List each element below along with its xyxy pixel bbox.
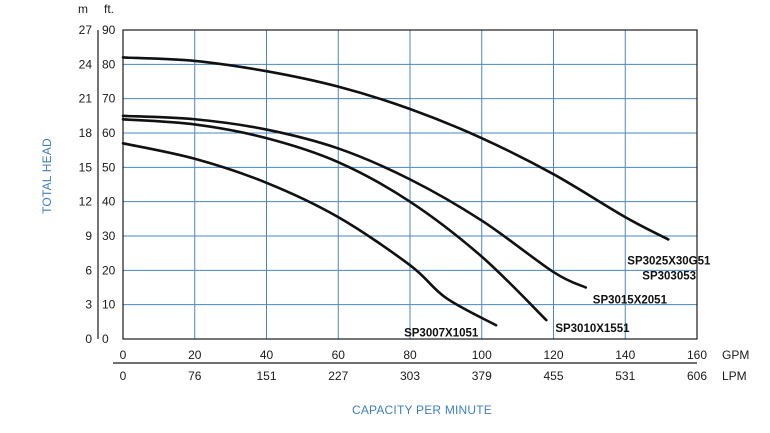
y-ticks-feet: 0 10 20 30 40 50 60 70 80 90 [102,23,116,346]
grid-lines [122,29,698,340]
x-tick-label-gpm: 120 [543,348,563,362]
y-tick-label-ft: 70 [102,92,116,106]
x-tick-label-lpm: 227 [328,369,348,383]
curve-sp3010x1551 [121,117,548,322]
x-tick-label-gpm: 20 [188,348,202,362]
x-tick-label-lpm: 0 [120,369,127,383]
x-tick-label-lpm: 455 [543,369,563,383]
x-unit-lpm: LPM [722,369,747,383]
y-tick-label-m: 12 [79,195,93,209]
y-unit-meters: m [78,2,88,16]
y-tick-label-ft: 90 [102,23,116,37]
x-ticks-gpm: 0 20 40 60 80 100 120 140 160 [120,348,708,362]
x-tick-label-gpm: 140 [615,348,635,362]
y-tick-label-m: 6 [85,263,92,277]
curve-label-sp303053: SP303053 [642,270,696,282]
curve-sp3007x1051 [121,142,498,327]
x-tick-label-lpm: 379 [472,369,492,383]
x-tick-label-gpm: 40 [260,348,274,362]
x-unit-gpm: GPM [722,348,749,362]
x-tick-label-lpm: 303 [400,369,420,383]
x-ticks-lpm: 0 76 151 227 303 379 455 531 606 [120,369,708,383]
curve-sp3015x2051 [121,114,588,289]
y-tick-label-ft: 10 [102,298,116,312]
curve-label-sp3007x1051: SP3007X1051 [404,327,479,339]
y-tick-label-ft: 20 [102,263,116,277]
y-tick-label-m: 9 [85,229,92,243]
y-tick-label-m: 15 [79,160,93,174]
y-unit-feet: ft. [104,2,114,16]
x-tick-label-gpm: 100 [472,348,492,362]
y-tick-label-m: 24 [79,57,93,71]
y-tick-label-ft: 60 [102,126,116,140]
curve-label-sp3015x2051: SP3015X2051 [593,295,668,307]
y-tick-label-m: 27 [79,23,93,37]
y-ticks-meters: 0 3 6 9 12 15 18 21 24 27 [79,23,93,346]
x-tick-label-gpm: 160 [687,348,707,362]
y-tick-label-m: 3 [85,298,92,312]
x-tick-label-lpm: 151 [256,369,276,383]
x-tick-label-lpm: 76 [188,369,202,383]
y-tick-label-m: 21 [79,92,93,106]
plot-frame [122,29,698,340]
curve-sp3025x30g51 [121,56,670,241]
x-tick-label-gpm: 0 [120,348,127,362]
y-tick-label-ft: 80 [102,57,116,71]
curve-label-sp3025x30g51: SP3025X30G51 [627,255,711,267]
x-tick-label-lpm: 531 [615,369,635,383]
y-axis-title: TOTAL HEAD [40,138,54,214]
curve-labels: SP3007X1051 SP3010X1551 SP3015X2051 SP3025X… [404,255,711,339]
y-tick-label-m: 0 [85,332,92,346]
y-tick-label-ft: 50 [102,160,116,174]
x-tick-label-lpm: 606 [687,369,707,383]
y-tick-label-m: 18 [79,126,93,140]
x-tick-label-gpm: 60 [332,348,346,362]
y-tick-label-ft: 0 [102,332,109,346]
performance-curves [121,56,670,327]
y-tick-label-ft: 30 [102,229,116,243]
y-tick-label-ft: 40 [102,195,116,209]
x-tick-label-gpm: 80 [403,348,417,362]
x-axis-title: CAPACITY PER MINUTE [352,403,492,417]
curve-label-sp3010x1551: SP3010X1551 [555,323,630,335]
